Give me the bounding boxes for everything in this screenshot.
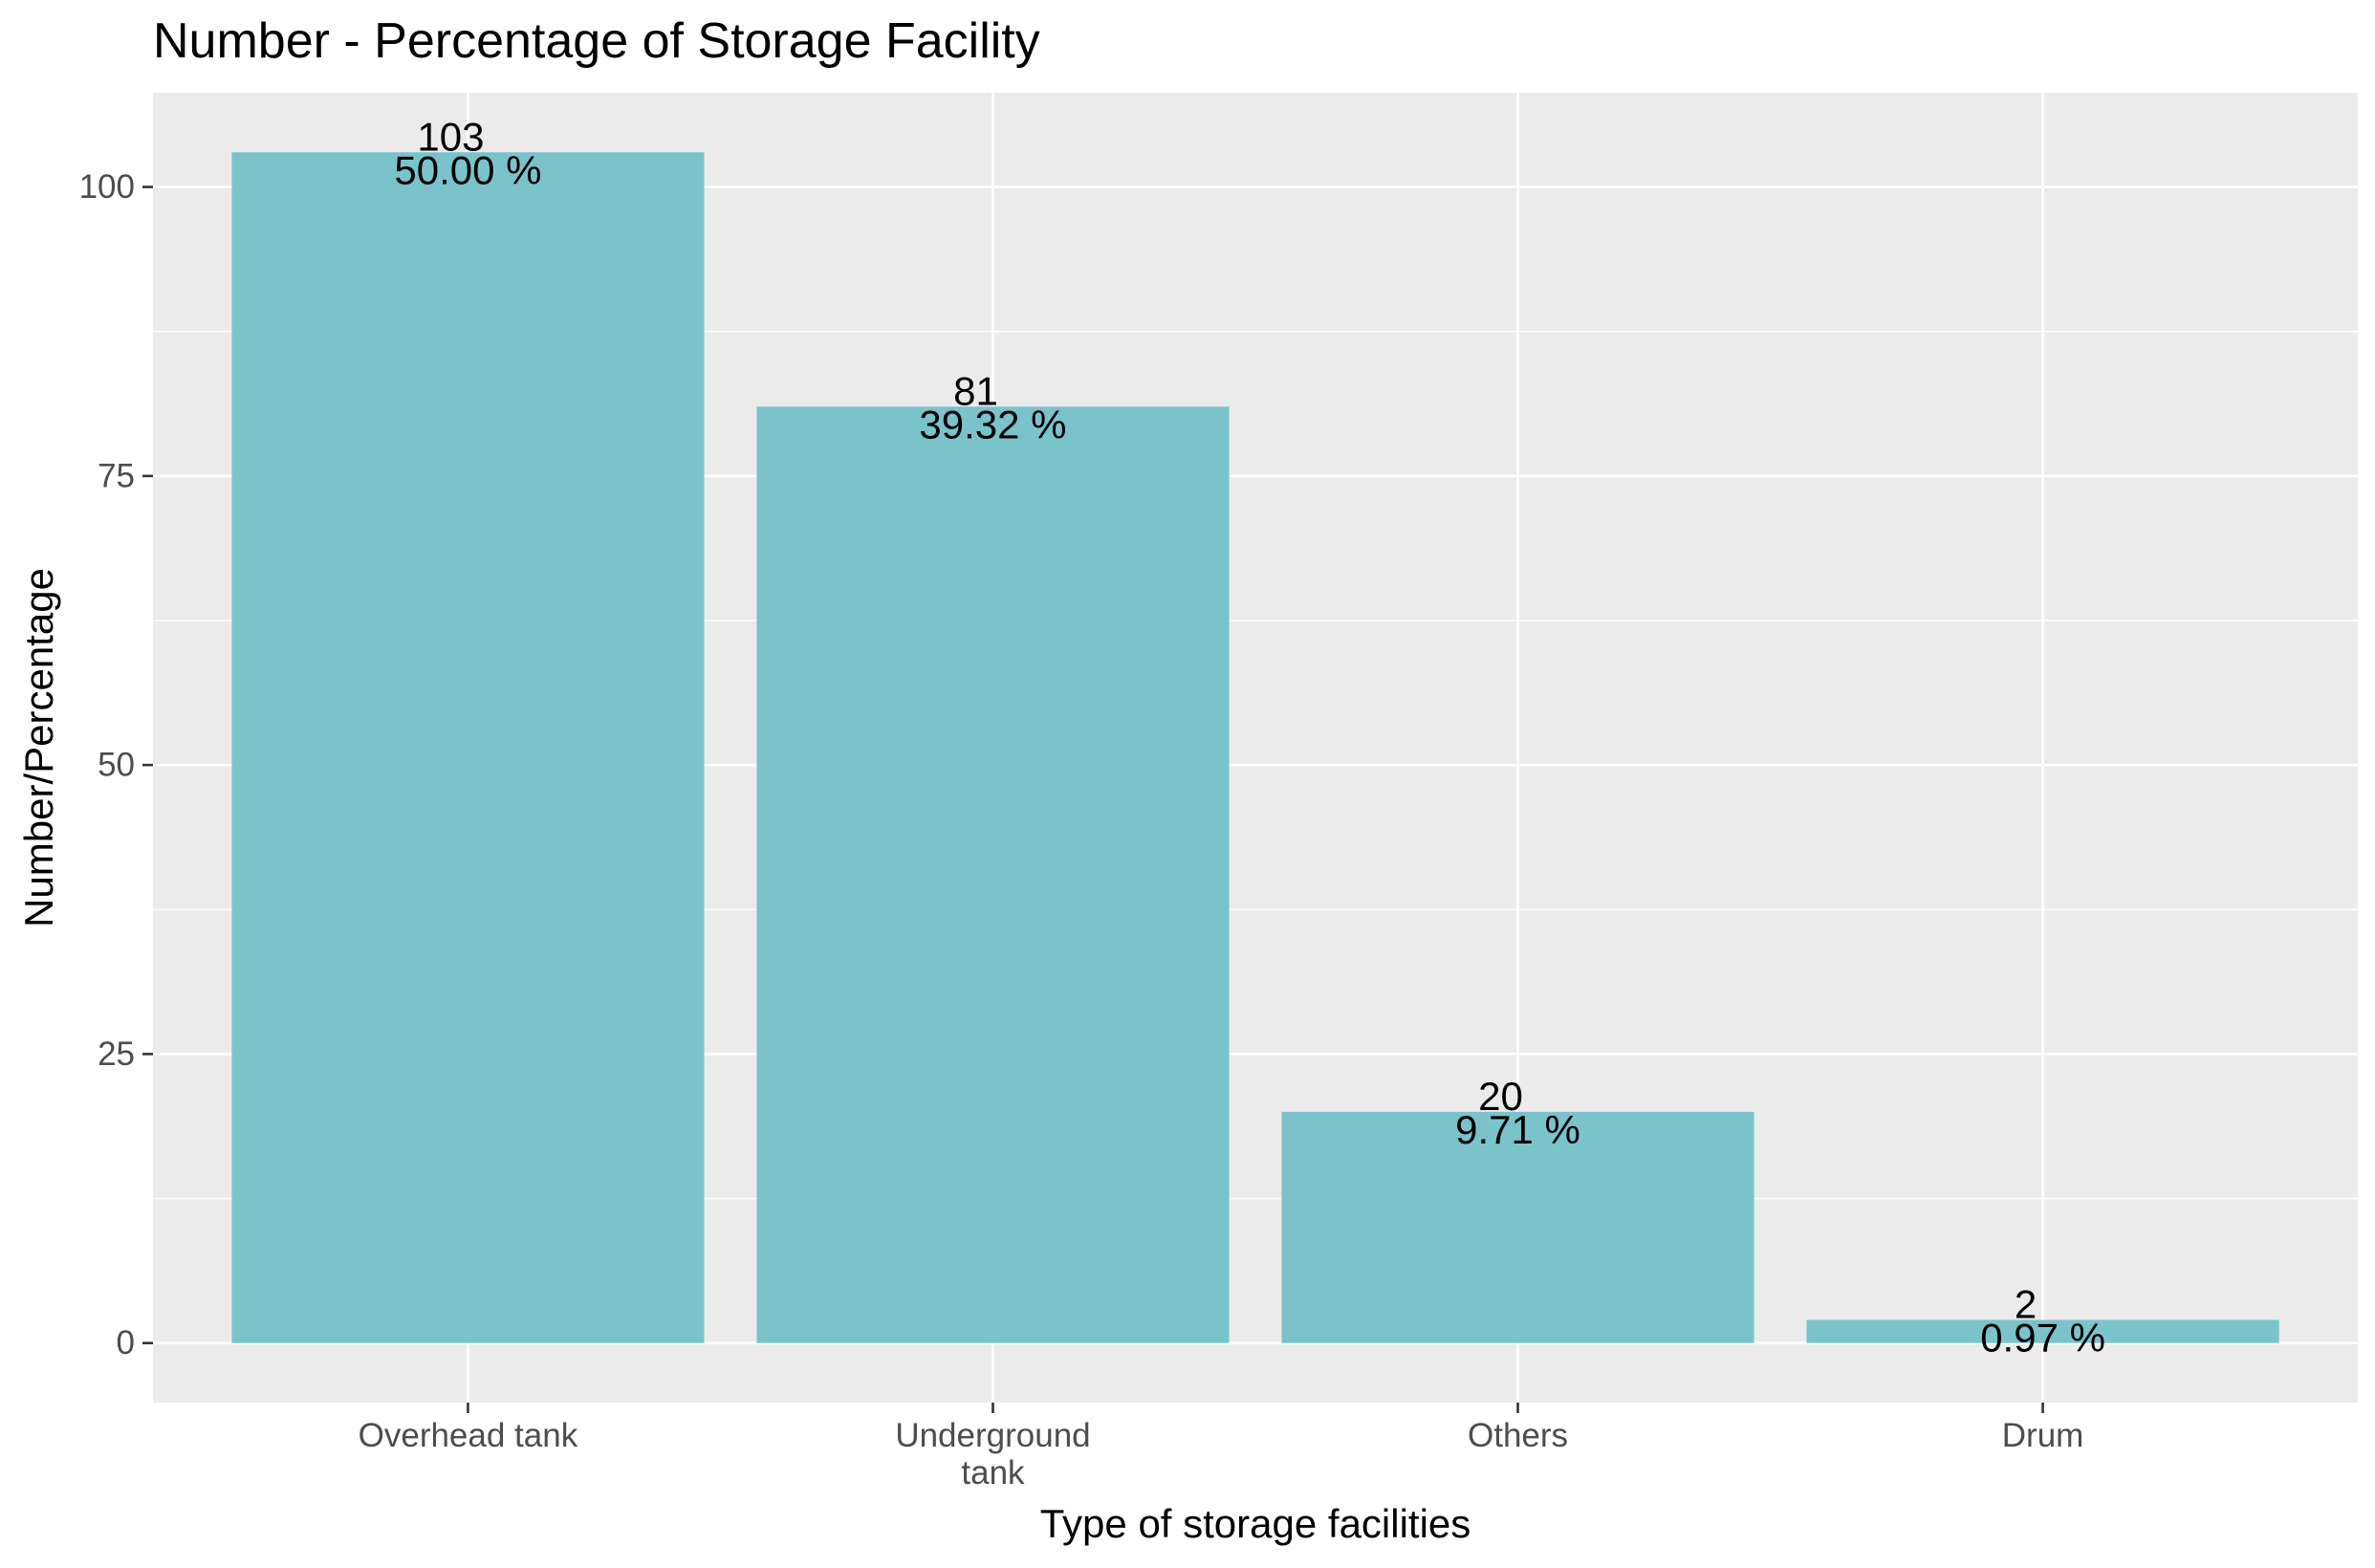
x-tick-label: Underground <box>895 1417 1090 1454</box>
bar-count-label: 2 <box>2015 1282 2037 1327</box>
chart-title: Number - Percentage of Storage Facility <box>153 13 1040 69</box>
bar-percent-label: 39.32 % <box>919 402 1066 446</box>
bar-percent-label: 9.71 % <box>1455 1107 1580 1152</box>
y-axis-title: Number/Percentage <box>16 568 61 927</box>
x-tick-label: Others <box>1468 1417 1568 1454</box>
bar <box>1281 1111 1754 1343</box>
x-axis-title: Type of storage facilities <box>1040 1501 1471 1546</box>
y-tick-label: 0 <box>117 1324 135 1361</box>
bar-percent-label: 0.97 % <box>1980 1316 2105 1361</box>
x-tick-label: Overhead tank <box>359 1417 578 1454</box>
y-axis: 0 25 50 75 100 <box>79 168 153 1361</box>
bar-count-label: 20 <box>1478 1074 1523 1119</box>
bar-count-label: 81 <box>953 368 998 413</box>
y-tick-label: 75 <box>98 457 135 494</box>
y-tick-label: 50 <box>98 747 135 784</box>
bar-count-label: 103 <box>417 114 484 159</box>
x-tick-label: tank <box>961 1454 1025 1492</box>
bar <box>1806 1319 2279 1343</box>
y-tick-label: 25 <box>98 1035 135 1073</box>
bars <box>231 152 2279 1343</box>
bar <box>231 152 705 1343</box>
y-tick-label: 100 <box>79 168 135 206</box>
bar-percent-label: 50.00 % <box>394 147 541 192</box>
x-tick-label: Drum <box>2002 1417 2084 1454</box>
bar <box>756 406 1230 1343</box>
